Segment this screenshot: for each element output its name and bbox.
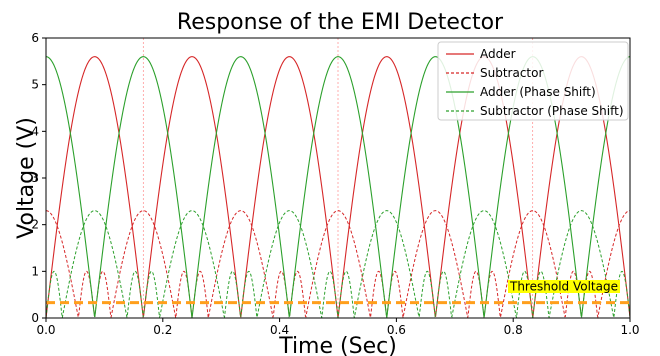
chart-title: Response of the EMI Detector <box>177 10 504 35</box>
series-line-1 <box>45 210 631 319</box>
legend-label-3: Subtractor (Phase Shift) <box>480 104 624 118</box>
y-tick-label-4: 4 <box>31 124 39 138</box>
x-tick-label-4: 0.8 <box>504 323 523 337</box>
axis-ticks: 0.0 0.2 0.4 0.6 0.8 1.0 0 1 2 3 4 5 6 <box>31 31 639 337</box>
y-tick-label-3: 3 <box>31 171 39 185</box>
y-tick-label-5: 5 <box>31 78 39 92</box>
threshold-label: Threshold Voltage <box>509 280 618 294</box>
legend-label-0: Adder <box>480 47 516 61</box>
x-tick-label-0: 0.0 <box>36 323 55 337</box>
threshold-label-bg <box>508 280 620 293</box>
y-axis-label: Voltage (V) <box>14 117 39 239</box>
legend-box <box>437 41 629 121</box>
y-tick-label-0: 0 <box>31 311 39 325</box>
x-tick-label-3: 0.6 <box>387 323 406 337</box>
y-tick-label-1: 1 <box>31 264 39 278</box>
x-tick-label-1: 0.2 <box>153 323 172 337</box>
threshold-annotation: Threshold Voltage <box>508 280 620 294</box>
x-tick-label-2: 0.4 <box>270 323 289 337</box>
y-tick-label-6: 6 <box>31 31 39 45</box>
x-tick-label-5: 1.0 <box>620 323 639 337</box>
legend: Adder Subtractor Adder (Phase Shift) Subtra… <box>437 41 629 121</box>
x-axis-label: Time (Sec) <box>278 334 397 356</box>
y-tick-label-2: 2 <box>31 218 39 232</box>
legend-label-1: Subtractor <box>480 66 543 80</box>
legend-label-2: Adder (Phase Shift) <box>480 85 596 99</box>
